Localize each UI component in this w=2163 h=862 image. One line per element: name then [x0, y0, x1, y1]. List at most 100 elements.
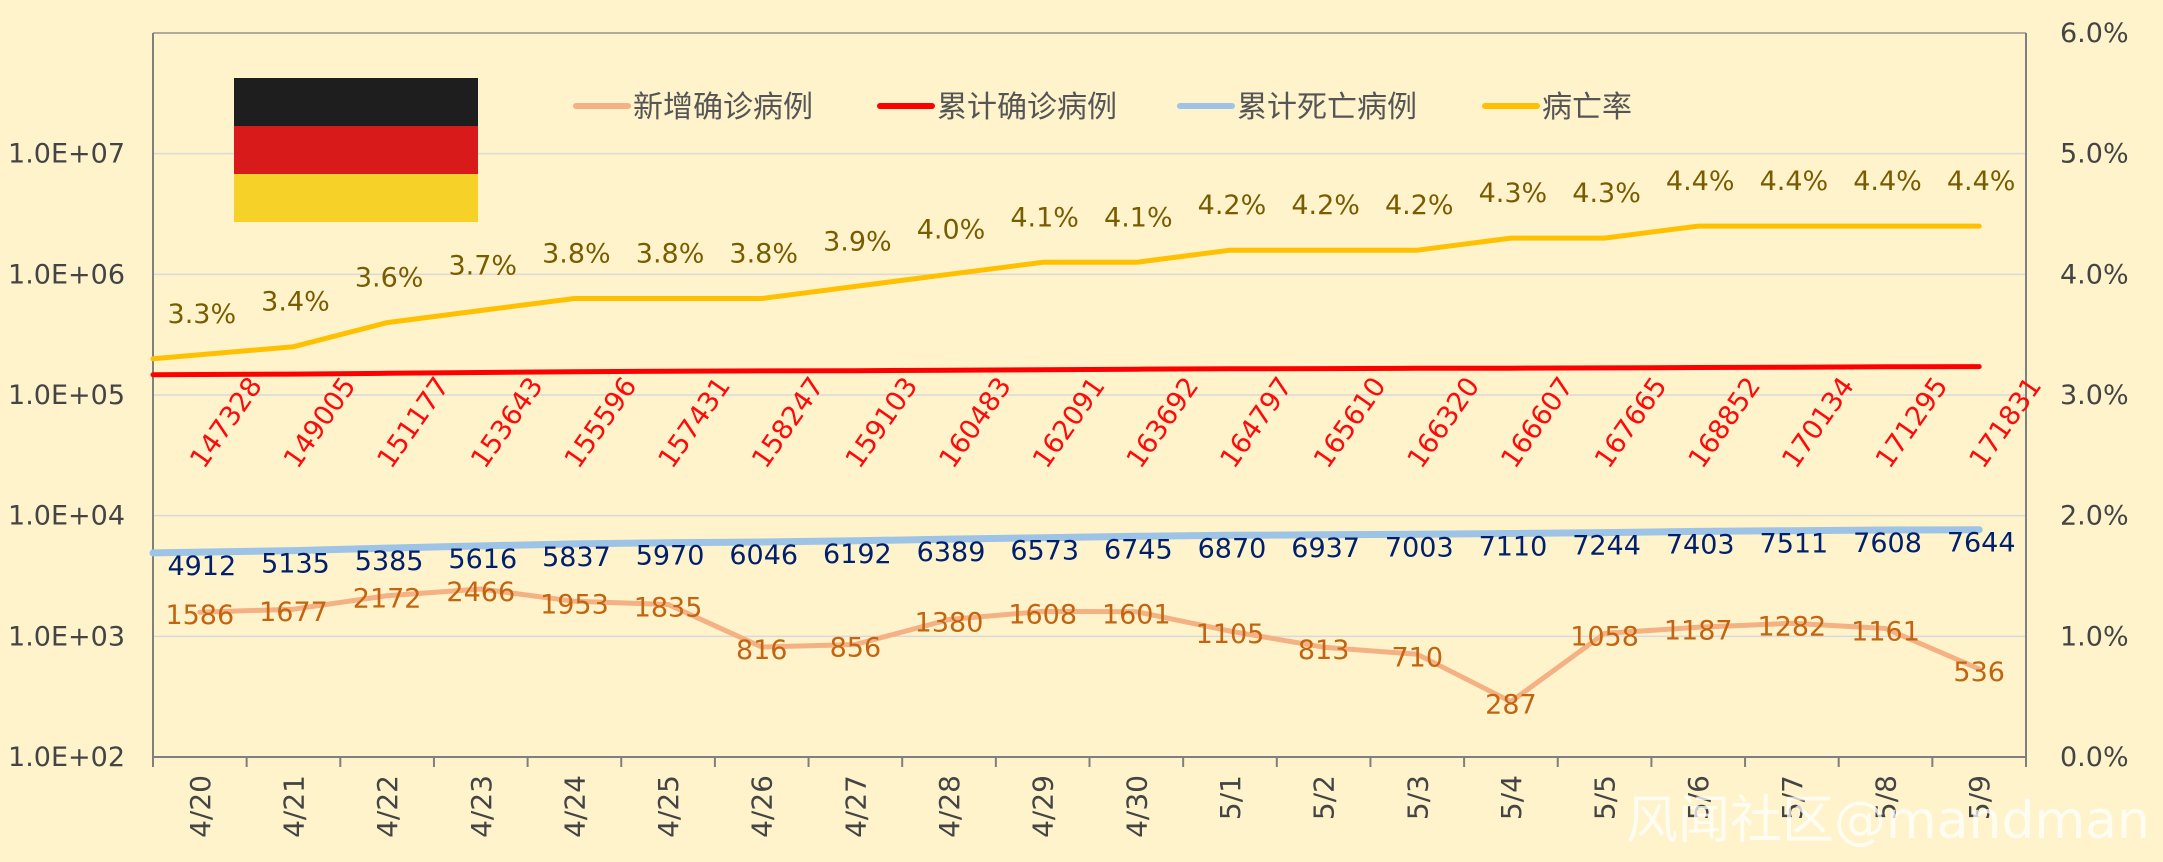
gridlines — [153, 152, 2026, 638]
data-label-rate: 4.3% — [1479, 178, 1548, 209]
series-line-1 — [150, 364, 1982, 378]
data-label-new-cases: 813 — [1298, 635, 1350, 666]
series-line-2 — [149, 526, 1983, 557]
data-label-new-cases: 1586 — [165, 600, 234, 631]
data-label-new-cases: 1282 — [1758, 611, 1827, 642]
data-label-rate: 4.4% — [1947, 166, 2016, 197]
axes: 1.0E+02 1.0E+03 1.0E+04 1.0E+05 1.0E+06 1.0E+… — [8, 18, 2129, 838]
x-tick-label: 5/4 — [1495, 775, 1528, 820]
data-label-new-cases: 1380 — [915, 607, 984, 638]
data-label-deaths: 5385 — [355, 546, 424, 577]
data-label-rate: 4.1% — [1104, 202, 1173, 233]
data-label-deaths: 7403 — [1666, 529, 1735, 560]
flag-stripe — [234, 174, 478, 222]
data-label-new-cases: 1677 — [259, 597, 328, 628]
data-label-new-cases: 2466 — [446, 577, 515, 608]
data-label-rate: 3.6% — [355, 263, 424, 294]
legend-label: 累计确诊病例 — [937, 90, 1117, 125]
y-right-tick-label: 5.0% — [2060, 139, 2129, 170]
data-label-rate: 3.9% — [823, 226, 892, 257]
data-label-rate: 4.0% — [917, 214, 986, 245]
data-label-deaths: 5616 — [448, 544, 517, 575]
y-left-tick-label: 1.0E+02 — [8, 742, 125, 773]
y-left-tick-label: 1.0E+06 — [8, 259, 125, 290]
data-label-deaths: 7003 — [1385, 532, 1454, 563]
y-left-tick-label: 1.0E+07 — [8, 139, 125, 170]
data-label-deaths: 7608 — [1853, 528, 1922, 559]
data-label-deaths: 5970 — [636, 541, 705, 572]
series-lines — [149, 223, 1983, 705]
data-label-new-cases: 816 — [736, 635, 788, 666]
x-tick-label: 5/7 — [1776, 775, 1809, 820]
y-right-tick-label: 0.0% — [2060, 742, 2129, 773]
data-label-new-cases: 1161 — [1851, 617, 1920, 648]
data-label-rate: 4.2% — [1198, 190, 1267, 221]
watermark: 风闻社区@mandman — [1626, 791, 2150, 851]
data-label-new-cases: 1601 — [1102, 600, 1171, 631]
x-tick-label: 4/30 — [1120, 775, 1153, 838]
x-tick-label: 5/3 — [1401, 775, 1434, 820]
x-tick-label: 4/21 — [277, 775, 310, 838]
data-label-rate: 4.4% — [1666, 166, 1735, 197]
x-tick-label: 4/22 — [371, 775, 404, 838]
data-label-deaths: 6745 — [1104, 534, 1173, 565]
y-left-tick-label: 1.0E+03 — [8, 621, 125, 652]
x-tick-label: 5/9 — [1963, 775, 1996, 820]
data-label-deaths: 6389 — [917, 537, 986, 568]
data-label-deaths: 6937 — [1291, 533, 1360, 564]
series-line-3 — [150, 223, 1982, 362]
data-label-new-cases: 1187 — [1664, 615, 1733, 646]
x-tick-label: 4/26 — [746, 775, 779, 838]
x-tick-label: 5/2 — [1308, 775, 1341, 820]
x-tick-label: 4/20 — [184, 775, 217, 838]
y-left-tick-label: 1.0E+04 — [8, 501, 125, 532]
x-tick-label: 5/5 — [1589, 775, 1622, 820]
x-tick-label: 4/29 — [1027, 775, 1060, 838]
data-label-deaths: 7244 — [1572, 531, 1641, 562]
data-label-deaths: 7644 — [1947, 528, 2016, 559]
data-label-new-cases: 1835 — [634, 593, 703, 624]
data-label-rate: 3.8% — [636, 238, 705, 269]
data-label-rate: 4.2% — [1385, 190, 1454, 221]
x-tick-label: 4/24 — [558, 775, 591, 838]
data-label-rate: 4.3% — [1572, 178, 1641, 209]
x-tick-label: 5/8 — [1870, 775, 1903, 820]
y-right-tick-label: 1.0% — [2060, 621, 2129, 652]
data-label-rate: 4.1% — [1010, 202, 1079, 233]
data-label-rate: 3.8% — [542, 238, 611, 269]
data-label-deaths: 6192 — [823, 539, 892, 570]
y-right-tick-label: 4.0% — [2060, 259, 2129, 290]
data-label-deaths: 6046 — [729, 540, 798, 571]
data-label-new-cases: 536 — [1953, 657, 2005, 688]
legend-label: 病亡率 — [1542, 90, 1632, 125]
data-label-rate: 3.4% — [261, 287, 330, 318]
data-label-rate: 3.8% — [729, 238, 798, 269]
data-label-rate: 4.2% — [1291, 190, 1360, 221]
series-line-0 — [197, 586, 1982, 705]
data-label-new-cases: 1608 — [1008, 599, 1077, 630]
data-label-deaths: 5837 — [542, 542, 611, 573]
data-label-deaths: 4912 — [167, 551, 236, 582]
data-label-new-cases: 1953 — [540, 589, 609, 620]
data-label-rate: 4.4% — [1853, 166, 1922, 197]
data-label-deaths: 7511 — [1760, 529, 1829, 560]
legend-label: 新增确诊病例 — [633, 90, 813, 125]
data-label-new-cases: 287 — [1485, 690, 1537, 721]
x-tick-label: 4/28 — [933, 775, 966, 838]
legend-label: 累计死亡病例 — [1237, 90, 1417, 125]
data-label-rate: 3.7% — [448, 251, 517, 282]
data-label-rate: 3.3% — [168, 299, 237, 330]
y-right-tick-label: 3.0% — [2060, 380, 2129, 411]
data-label-deaths: 6870 — [1198, 533, 1267, 564]
data-label-new-cases: 1058 — [1570, 621, 1639, 652]
data-label-deaths: 5135 — [261, 549, 330, 580]
x-tick-label: 4/27 — [839, 775, 872, 838]
germany-flag — [234, 78, 478, 222]
x-tick-label: 5/1 — [1214, 775, 1247, 820]
flag-stripe — [234, 78, 478, 126]
legend: 新增确诊病例 累计确诊病例 累计死亡病例 病亡率 — [573, 90, 1632, 125]
data-label-new-cases: 856 — [830, 632, 882, 663]
x-tick-label: 4/23 — [465, 775, 498, 838]
x-tick-label: 5/6 — [1682, 775, 1715, 820]
